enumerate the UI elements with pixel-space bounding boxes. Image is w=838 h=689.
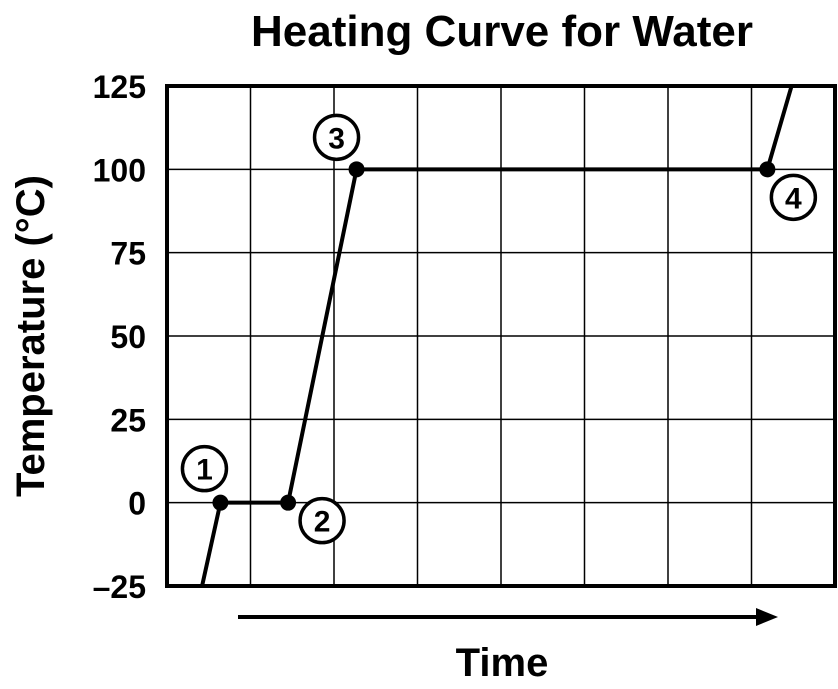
chart-title: Heating Curve for Water xyxy=(251,7,753,56)
y-tick-label: –25 xyxy=(93,569,146,605)
data-point-2 xyxy=(280,494,297,511)
y-tick-label: 125 xyxy=(93,69,146,105)
point-label-4: 4 xyxy=(785,182,802,215)
point-label-circle-3 xyxy=(312,113,361,162)
point-label-circle-1 xyxy=(180,444,229,493)
point-label-3: 3 xyxy=(328,122,345,155)
y-tick-label: 100 xyxy=(93,152,146,188)
series xyxy=(200,85,794,587)
plot-frame xyxy=(165,84,837,588)
y-tick-label: 0 xyxy=(128,486,146,522)
y-tick-label: 75 xyxy=(110,236,146,272)
point-markers: 1 2 3 4 xyxy=(180,113,818,545)
point-label-1: 1 xyxy=(196,454,213,487)
y-tick-label: 50 xyxy=(110,319,146,355)
time-arrow-head xyxy=(756,608,778,626)
y-tick-label: 25 xyxy=(110,402,146,438)
y-tick-labels: 125 100 75 50 25 0 –25 xyxy=(93,69,146,605)
point-label-2: 2 xyxy=(314,506,331,539)
point-label-circle-4 xyxy=(769,173,818,222)
grid xyxy=(165,84,837,588)
data-point-4 xyxy=(759,161,776,178)
x-axis-label: Time xyxy=(456,641,549,684)
heating-curve-line xyxy=(200,85,794,587)
data-point-1 xyxy=(212,494,229,511)
point-label-circle-2 xyxy=(298,496,346,545)
data-point-3 xyxy=(348,161,365,178)
y-axis-label: Temperature (°C) xyxy=(9,175,53,497)
